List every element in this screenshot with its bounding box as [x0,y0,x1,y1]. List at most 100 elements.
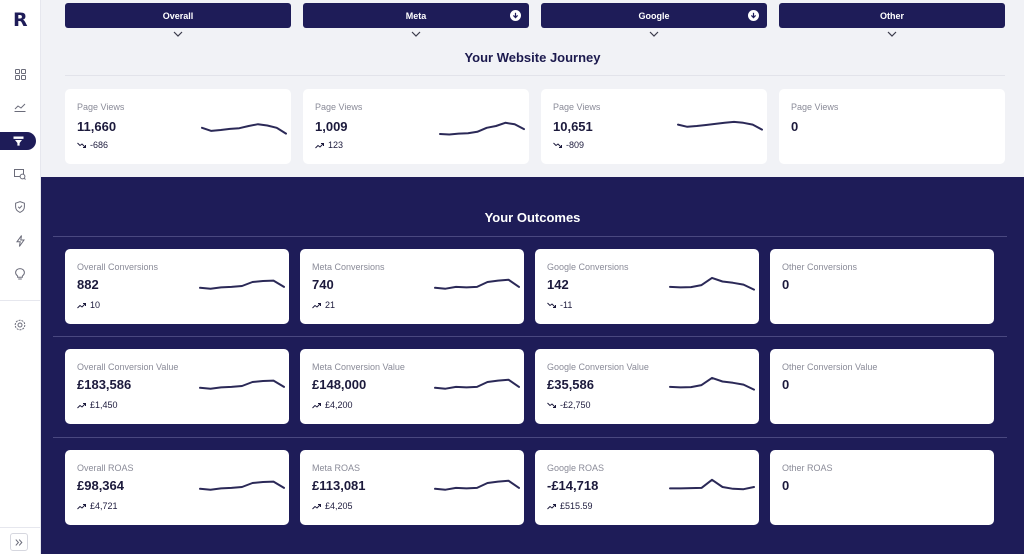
metric-card[interactable]: Google Conversion Value £35,586 -£2,750 [535,349,759,424]
metric-card[interactable]: Page Views 1,009 123 [303,89,529,164]
sparkline [199,279,285,290]
metric-value: £98,364 [77,478,124,493]
sparkline [201,123,287,135]
metric-value: 0 [782,277,790,292]
metric-card[interactable]: Page Views 11,660 -686 [65,89,291,164]
journey-title: Your Website Journey [464,50,601,65]
tab-label: Other [879,10,904,21]
sidebar-divider [0,300,41,301]
metric-label: Meta ROAS [312,463,361,473]
metric-card[interactable]: Meta ROAS £113,081 £4,205 [300,450,524,525]
chevron-down-icon[interactable] [173,30,183,38]
metric-label: Page Views [553,102,601,112]
trend-up-icon [312,503,321,509]
tab-meta[interactable]: Meta [303,3,529,28]
trend-up-icon [77,402,86,408]
grid-icon[interactable] [11,65,29,83]
report-icon[interactable] [11,165,29,183]
metric-card[interactable]: Google ROAS -£14,718 £515.59 [535,450,759,525]
delta-value: -£2,750 [560,400,591,410]
metric-value: £183,586 [77,377,132,392]
metric-value: 11,660 [77,119,117,134]
trend-up-icon [77,302,86,308]
metric-delta: -11 [547,300,572,310]
chevron-down-icon[interactable] [411,30,421,38]
metric-card[interactable]: Meta Conversions 740 21 [300,249,524,324]
sparkline [434,378,520,390]
tab-other[interactable]: Other [779,3,1005,28]
shield-icon[interactable] [11,198,29,216]
line-chart-icon[interactable] [11,98,29,116]
sparkline [669,276,755,291]
metric-card[interactable]: Google Conversions 142 -11 [535,249,759,324]
sparkline [677,120,763,131]
divider [65,75,1005,76]
metric-label: Other Conversions [782,262,858,272]
metric-label: Meta Conversions [312,262,385,272]
metric-card[interactable]: Meta Conversion Value £148,000 £4,200 [300,349,524,424]
metric-label: Google ROAS [547,463,605,473]
trend-up-icon [312,402,321,408]
metric-value: 740 [312,277,334,292]
metric-delta: 10 [77,300,100,310]
metric-delta: -£2,750 [547,400,591,410]
metric-value: 0 [782,377,790,392]
metric-value: £148,000 [312,377,367,392]
tab-google[interactable]: Google [541,3,767,28]
trend-up-icon [312,302,321,308]
metric-card[interactable]: Other Conversion Value 0 [770,349,994,424]
metric-delta: £1,450 [77,400,118,410]
sidebar: R [0,0,41,554]
double-chevron-right-icon[interactable] [10,533,28,551]
sparkline [439,121,525,136]
metric-delta: 123 [315,140,343,150]
sparkline [434,479,520,491]
sparkline [199,480,285,491]
metric-delta: 21 [312,300,335,310]
funnel-icon[interactable] [0,132,36,150]
download-icon[interactable] [748,10,759,21]
metric-card[interactable]: Overall ROAS £98,364 £4,721 [65,450,289,525]
sparkline [199,379,285,390]
metric-label: Page Views [791,102,839,112]
trend-up-icon [547,503,556,509]
metric-delta: -686 [77,140,108,150]
tab-label: Meta [405,10,427,21]
delta-value: -11 [560,300,573,310]
metric-value: 142 [547,277,569,292]
bolt-icon[interactable] [11,232,29,250]
delta-value: -809 [566,140,585,150]
delta-value: £515.59 [560,501,593,511]
metric-card[interactable]: Page Views 10,651 -809 [541,89,767,164]
app-logo[interactable]: R [13,9,28,31]
metric-delta: £4,721 [77,501,118,511]
metric-label: Meta Conversion Value [312,362,405,372]
chevron-down-icon[interactable] [649,30,659,38]
trend-up-icon [77,503,86,509]
metric-card[interactable]: Page Views 0 [779,89,1005,164]
tab-label: Google [638,10,670,21]
tab-overall[interactable]: Overall [65,3,291,28]
lightbulb-icon[interactable] [11,265,29,283]
metric-delta: £515.59 [547,501,593,511]
chevron-down-icon[interactable] [887,30,897,38]
metric-label: Google Conversions [547,262,629,272]
metric-card[interactable]: Other ROAS 0 [770,450,994,525]
delta-value: £4,721 [90,501,118,511]
metric-value: 882 [77,277,99,292]
settings-icon[interactable] [11,316,29,334]
metric-label: Other ROAS [782,463,833,473]
metric-card[interactable]: Overall Conversions 882 10 [65,249,289,324]
sparkline [434,278,520,290]
metric-card[interactable]: Overall Conversion Value £183,586 £1,450 [65,349,289,424]
metric-value: 10,651 [553,119,593,134]
metric-delta: -809 [553,140,584,150]
trend-down-icon [553,142,562,148]
metric-card[interactable]: Other Conversions 0 [770,249,994,324]
download-icon[interactable] [510,10,521,21]
metric-label: Overall Conversions [77,262,159,272]
tab-label: Overall [162,10,194,21]
outcomes-title: Your Outcomes [484,210,581,225]
sparkline [669,376,755,391]
metric-value: 0 [782,478,790,493]
